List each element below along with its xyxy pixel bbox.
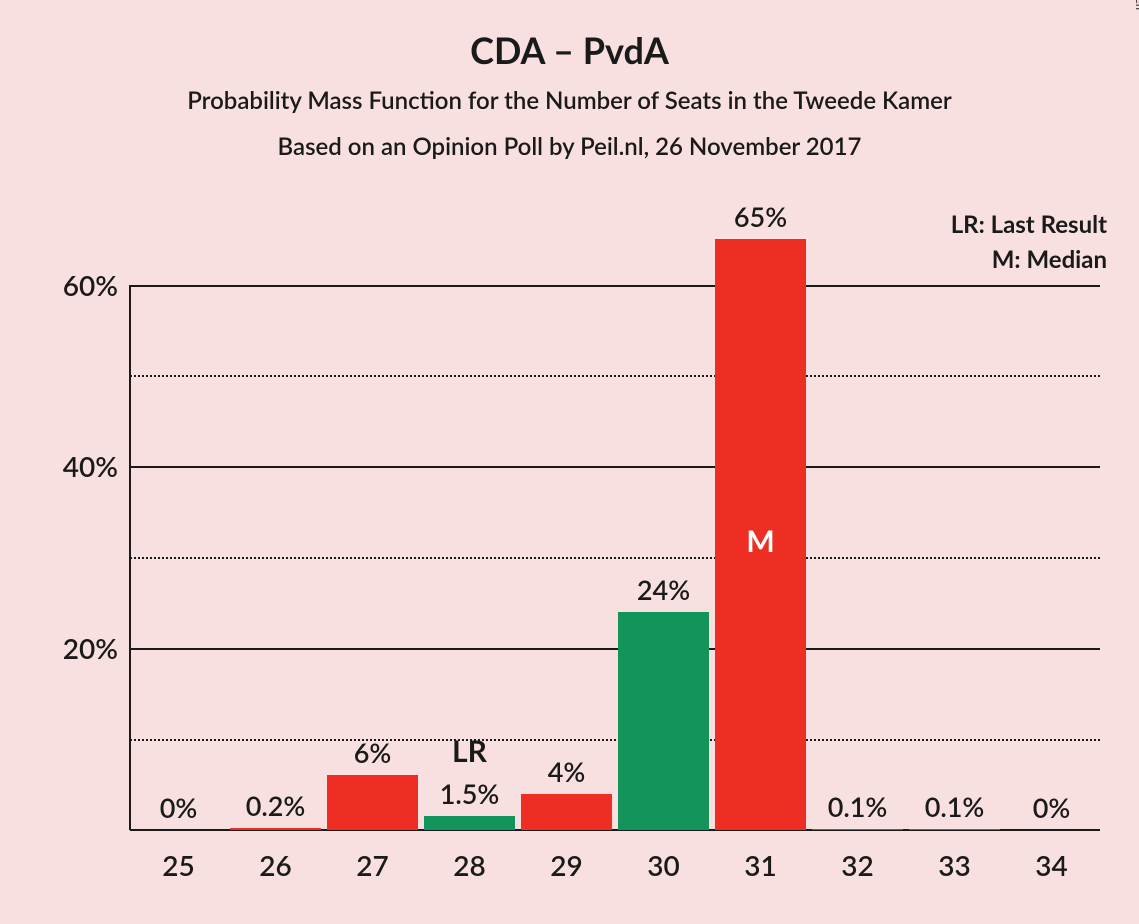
chart-title: CDA – PvdA — [0, 28, 1139, 72]
x-tick-label: 29 — [550, 830, 582, 882]
y-axis-line — [129, 285, 131, 830]
bar — [230, 828, 321, 830]
bar-value-label: 0% — [1033, 791, 1071, 824]
bar-value-label: 65% — [734, 200, 787, 233]
x-tick-label: 27 — [356, 830, 388, 882]
bar-value-label: 0.1% — [828, 790, 888, 823]
gridline-minor — [130, 557, 1100, 559]
gridline-major — [130, 648, 1100, 650]
x-tick-label: 26 — [259, 830, 291, 882]
x-tick-label: 25 — [162, 830, 194, 882]
bar-annotation-m: M — [746, 523, 774, 559]
chart-subtitle-2: Based on an Opinion Poll by Peil.nl, 26 … — [0, 132, 1139, 161]
gridline-major — [130, 466, 1100, 468]
bar-value-label: 0.1% — [925, 790, 985, 823]
gridline-major — [130, 285, 1100, 287]
x-tick-label: 31 — [744, 830, 776, 882]
y-tick-label: 20% — [63, 631, 130, 665]
bar-value-label: 0% — [160, 791, 198, 824]
chart-subtitle-1: Probability Mass Function for the Number… — [0, 86, 1139, 115]
bar-value-label: 1.5% — [440, 777, 500, 810]
bar — [521, 794, 612, 830]
bar — [618, 612, 709, 830]
y-tick-label: 60% — [63, 268, 130, 302]
plot-area: 20%40%60%252627282930313233340%0.2%6%1.5… — [130, 230, 1100, 830]
bar-annotation-lr: LR — [452, 733, 487, 769]
copyright-text: © 2020 Filip van Laenen — [1133, 0, 1139, 10]
bar — [909, 829, 1000, 830]
x-tick-label: 32 — [841, 830, 873, 882]
bar-value-label: 0.2% — [246, 789, 306, 822]
bar-value-label: 24% — [637, 573, 690, 606]
chart-container: CDA – PvdA Probability Mass Function for… — [0, 0, 1139, 924]
x-tick-label: 34 — [1035, 830, 1067, 882]
gridline-minor — [130, 739, 1100, 741]
x-tick-label: 33 — [938, 830, 970, 882]
bar — [812, 829, 903, 830]
bar — [327, 775, 418, 830]
gridline-minor — [130, 375, 1100, 377]
bar-value-label: 6% — [354, 736, 392, 769]
bar — [424, 816, 515, 830]
x-tick-label: 30 — [647, 830, 679, 882]
x-tick-label: 28 — [453, 830, 485, 882]
y-tick-label: 40% — [63, 449, 130, 483]
bar-value-label: 4% — [548, 755, 586, 788]
